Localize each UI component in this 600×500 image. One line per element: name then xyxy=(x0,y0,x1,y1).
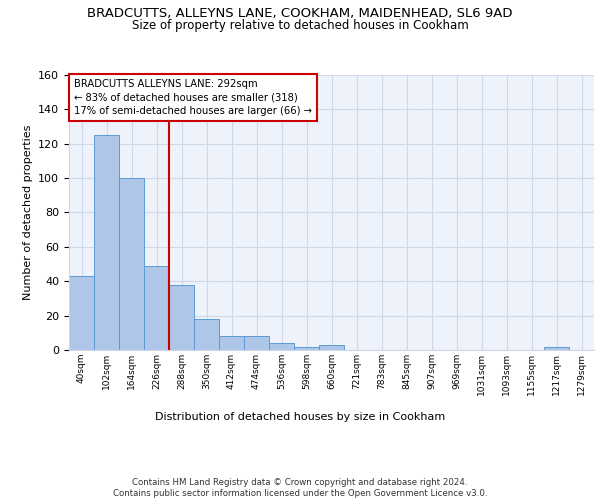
Text: Size of property relative to detached houses in Cookham: Size of property relative to detached ho… xyxy=(131,19,469,32)
Bar xyxy=(119,178,144,350)
Bar xyxy=(319,345,344,350)
Bar xyxy=(194,319,219,350)
Bar xyxy=(294,346,319,350)
Text: BRADCUTTS, ALLEYNS LANE, COOKHAM, MAIDENHEAD, SL6 9AD: BRADCUTTS, ALLEYNS LANE, COOKHAM, MAIDEN… xyxy=(87,8,513,20)
Bar xyxy=(144,266,169,350)
Text: Contains HM Land Registry data © Crown copyright and database right 2024.
Contai: Contains HM Land Registry data © Crown c… xyxy=(113,478,487,498)
Bar xyxy=(544,346,569,350)
Bar xyxy=(269,343,294,350)
Text: BRADCUTTS ALLEYNS LANE: 292sqm
← 83% of detached houses are smaller (318)
17% of: BRADCUTTS ALLEYNS LANE: 292sqm ← 83% of … xyxy=(74,79,312,116)
Bar xyxy=(169,284,194,350)
Bar xyxy=(219,336,244,350)
Bar xyxy=(244,336,269,350)
Bar xyxy=(94,135,119,350)
Y-axis label: Number of detached properties: Number of detached properties xyxy=(23,125,32,300)
Text: Distribution of detached houses by size in Cookham: Distribution of detached houses by size … xyxy=(155,412,445,422)
Bar xyxy=(69,276,94,350)
